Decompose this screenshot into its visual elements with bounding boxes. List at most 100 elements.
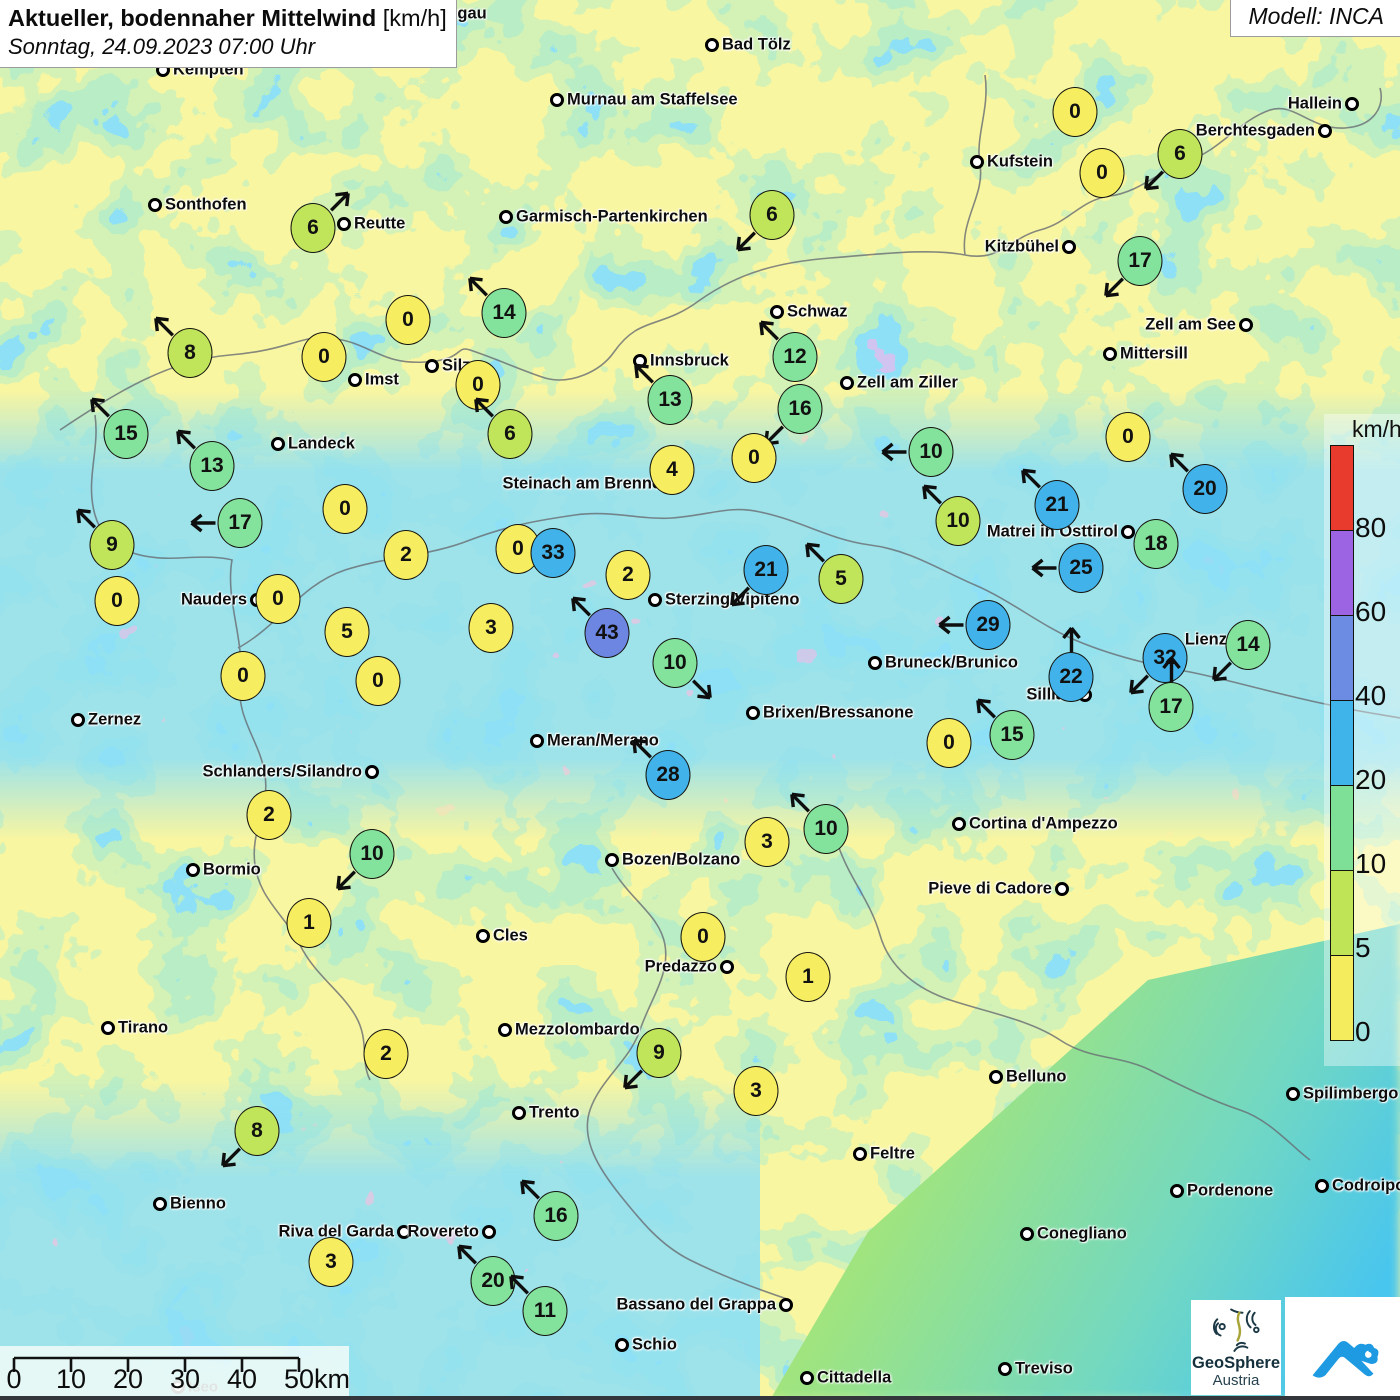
city-label: Riva del Garda xyxy=(278,1222,394,1241)
legend-tick-label: 80 xyxy=(1355,512,1387,543)
wind-marker: 3 xyxy=(733,1066,779,1116)
map-bottom-edge xyxy=(0,1396,1400,1400)
legend-segment xyxy=(1331,871,1353,956)
city-dot-icon xyxy=(970,155,984,169)
city-label: Brixen/Bressanone xyxy=(763,703,914,722)
wind-marker: 43 xyxy=(570,596,630,658)
city-dot-icon xyxy=(1345,97,1359,111)
legend-tick-label: 10 xyxy=(1355,848,1387,879)
city-dot-icon xyxy=(101,1021,115,1035)
wind-marker: 6 xyxy=(290,191,350,253)
wind-marker: 0 xyxy=(255,574,301,624)
wind-marker: 10 xyxy=(921,484,981,546)
wind-direction-arrow xyxy=(1168,452,1189,473)
wind-marker: 2 xyxy=(605,550,651,600)
wind-speed-value: 22 xyxy=(1059,665,1083,688)
wind-direction-arrow xyxy=(1211,661,1232,682)
wind-marker: 10 xyxy=(880,427,954,477)
wind-speed-value: 17 xyxy=(228,511,252,534)
city-label: Sonthofen xyxy=(165,195,247,214)
city-label: Murnau am Staffelsee xyxy=(567,90,738,109)
legend-unit-label: km/h xyxy=(1352,416,1400,442)
wind-marker: 0 xyxy=(322,484,368,534)
city-label: Matrei in Osttirol xyxy=(986,522,1118,541)
wind-speed-value: 10 xyxy=(919,440,943,463)
wind-speed-value: 10 xyxy=(663,651,687,674)
wind-direction-arrow xyxy=(467,276,488,297)
wind-marker: 8 xyxy=(220,1106,280,1168)
city-label: Steinach am Brenner xyxy=(502,474,668,493)
wind-speed-value: 4 xyxy=(666,458,678,481)
wind-speed-value: 13 xyxy=(658,388,682,411)
wind-speed-value: 6 xyxy=(766,203,778,226)
geosphere-logo-box: GeoSphere Austria xyxy=(1191,1300,1281,1395)
city-label: Schio xyxy=(632,1335,677,1354)
city-label: Bozen/Bolzano xyxy=(622,850,741,869)
wind-marker: 16 xyxy=(763,384,823,446)
wind-speed-value: 15 xyxy=(1000,723,1024,746)
wind-marker: 25 xyxy=(1030,543,1104,593)
country-border xyxy=(237,508,1400,719)
city-dot-icon xyxy=(1121,525,1135,539)
wind-marker: 16 xyxy=(519,1179,579,1241)
wind-marker: 15 xyxy=(975,698,1035,760)
city-dot-icon xyxy=(952,817,966,831)
city-label: Treviso xyxy=(1015,1359,1073,1378)
wind-marker: 2 xyxy=(363,1029,409,1079)
city-label: Tirano xyxy=(118,1018,169,1037)
wind-direction-arrow xyxy=(633,363,654,384)
wind-speed-value: 3 xyxy=(485,616,497,639)
city-label: Lienz xyxy=(1184,630,1227,649)
wind-marker: 3 xyxy=(468,603,514,653)
city-label: Conegliano xyxy=(1037,1224,1127,1243)
wind-speed-value: 1 xyxy=(303,911,315,934)
wind-direction-arrow xyxy=(804,542,825,563)
city-dot-icon xyxy=(1020,1227,1034,1241)
city-dot-icon xyxy=(770,305,784,319)
city-dot-icon xyxy=(1103,347,1117,361)
city-dot-icon xyxy=(153,1197,167,1211)
wind-speed-value: 25 xyxy=(1069,556,1093,579)
wind-marker: 0 xyxy=(1079,148,1125,198)
page-title: Aktueller, bodennaher Mittelwind [km/h] xyxy=(8,5,447,32)
city-dot-icon xyxy=(1062,240,1076,254)
wind-direction-arrow xyxy=(89,397,110,418)
wind-direction-arrow xyxy=(335,870,356,891)
wind-marker: 1 xyxy=(286,898,332,948)
legend-tick-label: 0 xyxy=(1355,1016,1371,1047)
wind-direction-arrow xyxy=(729,586,750,607)
city-label: Bormio xyxy=(203,860,261,879)
city-dot-icon xyxy=(615,1338,629,1352)
wind-marker: 33 xyxy=(530,528,576,578)
city-dot-icon xyxy=(1239,318,1253,332)
wind-speed-value: 2 xyxy=(263,803,275,826)
city-label: Bassano del Grappa xyxy=(616,1295,776,1314)
city-dot-icon xyxy=(1315,1179,1329,1193)
wind-speed-value: 6 xyxy=(1174,142,1186,165)
legend-color-bar xyxy=(1330,445,1354,1041)
city-label: Schwaz xyxy=(787,302,848,321)
city-label: Pordenone xyxy=(1187,1181,1274,1200)
city-dot-icon xyxy=(1286,1087,1300,1101)
title-main: Aktueller, bodennaher Mittelwind xyxy=(8,5,377,31)
wind-marker: 2 xyxy=(383,530,429,580)
wind-speed-value: 2 xyxy=(380,1042,392,1065)
scale-label: 30 xyxy=(169,1364,201,1394)
wind-speed-value: 0 xyxy=(512,537,524,560)
city-label: Cortina d'Ampezzo xyxy=(969,814,1118,833)
wind-speed-value: 21 xyxy=(754,558,778,581)
wind-direction-arrow xyxy=(1061,626,1081,652)
wind-direction-arrow xyxy=(1143,170,1164,191)
city-label: Codroipo xyxy=(1332,1176,1400,1195)
color-legend: km/h 80 60 40 20 10 5 0 xyxy=(1324,414,1400,1066)
legend-segment xyxy=(1331,446,1353,531)
wind-direction-arrow xyxy=(622,1069,643,1090)
wind-marker: 17 xyxy=(1103,236,1163,298)
wind-speed-value: 0 xyxy=(1069,100,1081,123)
title-unit: [km/h] xyxy=(376,5,447,31)
city-dot-icon xyxy=(512,1106,526,1120)
wind-marker: 8 xyxy=(153,316,213,378)
region-border xyxy=(837,844,1311,1161)
wind-marker: 20 xyxy=(456,1244,516,1306)
city-dot-icon xyxy=(482,1225,496,1239)
